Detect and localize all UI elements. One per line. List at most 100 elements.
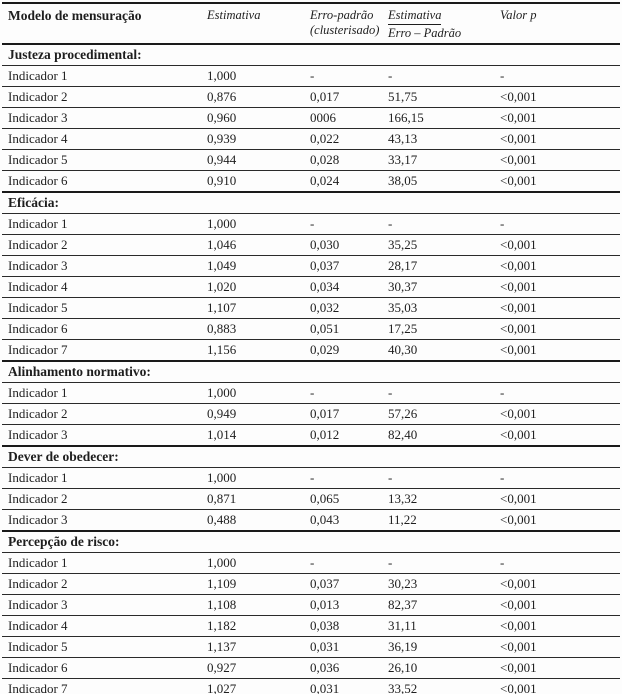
ratio-cell: 166,15 <box>388 110 424 125</box>
indicator-cell: Indicador 7 <box>8 681 68 694</box>
std-error-cell: 0,038 <box>310 618 340 633</box>
section-title: Justeza procedimental: <box>8 47 142 62</box>
ratio-cell: 35,03 <box>388 300 418 315</box>
indicator-cell: Indicador 3 <box>8 427 68 442</box>
ratio-cell: 33,52 <box>388 681 418 694</box>
table-row: Indicador 2 1,109 0,037 30,23 <0,001 <box>2 573 620 595</box>
table-row: Indicador 2 0,949 0,017 57,26 <0,001 <box>2 403 620 425</box>
header-ratio-numerator: Estimativa <box>388 8 442 25</box>
section-header-row: Justeza procedimental: <box>2 44 620 66</box>
std-error-cell: 0,065 <box>310 491 340 506</box>
table-row: Indicador 4 0,939 0,022 43,13 <0,001 <box>2 128 620 150</box>
estimate-cell: 1,014 <box>207 427 237 442</box>
section-title: Dever de obedecer: <box>8 449 119 464</box>
table-row: Indicador 6 0,883 0,051 17,25 <0,001 <box>2 318 620 340</box>
std-error-cell: 0,022 <box>310 131 340 146</box>
indicator-cell: Indicador 6 <box>8 321 68 336</box>
p-value-cell: - <box>500 68 505 83</box>
estimate-cell: 0,883 <box>207 321 237 336</box>
std-error-cell: 0,012 <box>310 427 340 442</box>
p-value-cell: <0,001 <box>500 258 537 273</box>
indicator-cell: Indicador 1 <box>8 385 68 400</box>
ratio-cell: 35,25 <box>388 237 418 252</box>
table-row: Indicador 1 1,000 - - - <box>2 552 620 574</box>
section-title: Eficácia: <box>8 195 59 210</box>
indicator-cell: Indicador 3 <box>8 512 68 527</box>
table-row: Indicador 4 1,020 0,034 30,37 <0,001 <box>2 276 620 298</box>
ratio-cell: - <box>388 470 393 485</box>
indicator-cell: Indicador 3 <box>8 110 68 125</box>
estimate-cell: 1,000 <box>207 555 237 570</box>
table-row: Indicador 1 1,000 - - - <box>2 382 620 404</box>
std-error-cell: 0,032 <box>310 300 340 315</box>
ratio-cell: 31,11 <box>388 618 417 633</box>
table-row: Indicador 3 0,960 0006 166,15 <0,001 <box>2 107 620 129</box>
indicator-cell: Indicador 3 <box>8 258 68 273</box>
estimate-cell: 0,871 <box>207 491 237 506</box>
ratio-cell: 13,32 <box>388 491 418 506</box>
ratio-cell: 17,25 <box>388 321 418 336</box>
ratio-cell: - <box>388 555 393 570</box>
p-value-cell: <0,001 <box>500 279 537 294</box>
estimate-cell: 1,027 <box>207 681 237 694</box>
std-error-cell: 0,017 <box>310 89 340 104</box>
section-header-row: Alinhamento normativo: <box>2 361 620 383</box>
std-error-cell: 0,036 <box>310 660 340 675</box>
std-error-cell: - <box>310 68 315 83</box>
indicator-cell: Indicador 1 <box>8 555 68 570</box>
indicator-cell: Indicador 2 <box>8 237 68 252</box>
table-row: Indicador 7 1,156 0,029 40,30 <0,001 <box>2 339 620 362</box>
table-row: Indicador 2 0,871 0,065 13,32 <0,001 <box>2 488 620 510</box>
estimate-cell: 0,960 <box>207 110 237 125</box>
table-row: Indicador 1 1,000 - - - <box>2 213 620 235</box>
estimate-cell: 1,020 <box>207 279 237 294</box>
estimate-cell: 1,108 <box>207 597 237 612</box>
table-row: Indicador 5 1,137 0,031 36,19 <0,001 <box>2 636 620 658</box>
estimate-cell: 1,049 <box>207 258 237 273</box>
header-measurement-model: Modelo de mensuração <box>8 8 142 23</box>
estimate-cell: 1,107 <box>207 300 237 315</box>
ratio-cell: 36,19 <box>388 639 418 654</box>
indicator-cell: Indicador 5 <box>8 639 68 654</box>
estimate-cell: 0,910 <box>207 173 237 188</box>
table-row: Indicador 3 0,488 0,043 11,22 <0,001 <box>2 509 620 532</box>
estimate-cell: 0,927 <box>207 660 237 675</box>
p-value-cell: <0,001 <box>500 512 537 527</box>
table-row: Indicador 3 1,049 0,037 28,17 <0,001 <box>2 255 620 277</box>
std-error-cell: - <box>310 216 315 231</box>
estimate-cell: 0,949 <box>207 406 237 421</box>
table-row: Indicador 7 1,027 0,031 33,52 <0,001 <box>2 678 620 694</box>
header-std-error: Erro-padrão (clusterisado) <box>310 3 388 44</box>
table-row: Indicador 2 1,046 0,030 35,25 <0,001 <box>2 234 620 256</box>
p-value-cell: <0,001 <box>500 300 537 315</box>
table-row: Indicador 3 1,014 0,012 82,40 <0,001 <box>2 424 620 447</box>
std-error-cell: - <box>310 385 315 400</box>
p-value-cell: <0,001 <box>500 618 537 633</box>
table-row: Indicador 4 1,182 0,038 31,11 <0,001 <box>2 615 620 637</box>
indicator-cell: Indicador 5 <box>8 300 68 315</box>
std-error-cell: 0,013 <box>310 597 340 612</box>
ratio-cell: 82,40 <box>388 427 418 442</box>
estimate-cell: 1,046 <box>207 237 237 252</box>
header-row: Modelo de mensuração Estimativa Erro-pad… <box>2 3 620 44</box>
indicator-cell: Indicador 2 <box>8 89 68 104</box>
std-error-cell: 0,024 <box>310 173 340 188</box>
std-error-cell: 0,030 <box>310 237 340 252</box>
estimate-cell: 0,939 <box>207 131 237 146</box>
p-value-cell: <0,001 <box>500 491 537 506</box>
std-error-cell: - <box>310 555 315 570</box>
ratio-cell: 11,22 <box>388 512 417 527</box>
indicator-cell: Indicador 3 <box>8 597 68 612</box>
indicator-cell: Indicador 4 <box>8 131 68 146</box>
estimate-cell: 1,000 <box>207 68 237 83</box>
indicator-cell: Indicador 6 <box>8 660 68 675</box>
indicator-cell: Indicador 1 <box>8 216 68 231</box>
indicator-cell: Indicador 2 <box>8 576 68 591</box>
section-header-row: Dever de obedecer: <box>2 446 620 468</box>
ratio-cell: 43,13 <box>388 131 418 146</box>
std-error-cell: 0,031 <box>310 681 340 694</box>
ratio-cell: - <box>388 216 393 231</box>
std-error-cell: 0006 <box>310 110 336 125</box>
indicator-cell: Indicador 6 <box>8 173 68 188</box>
p-value-cell: <0,001 <box>500 342 537 357</box>
